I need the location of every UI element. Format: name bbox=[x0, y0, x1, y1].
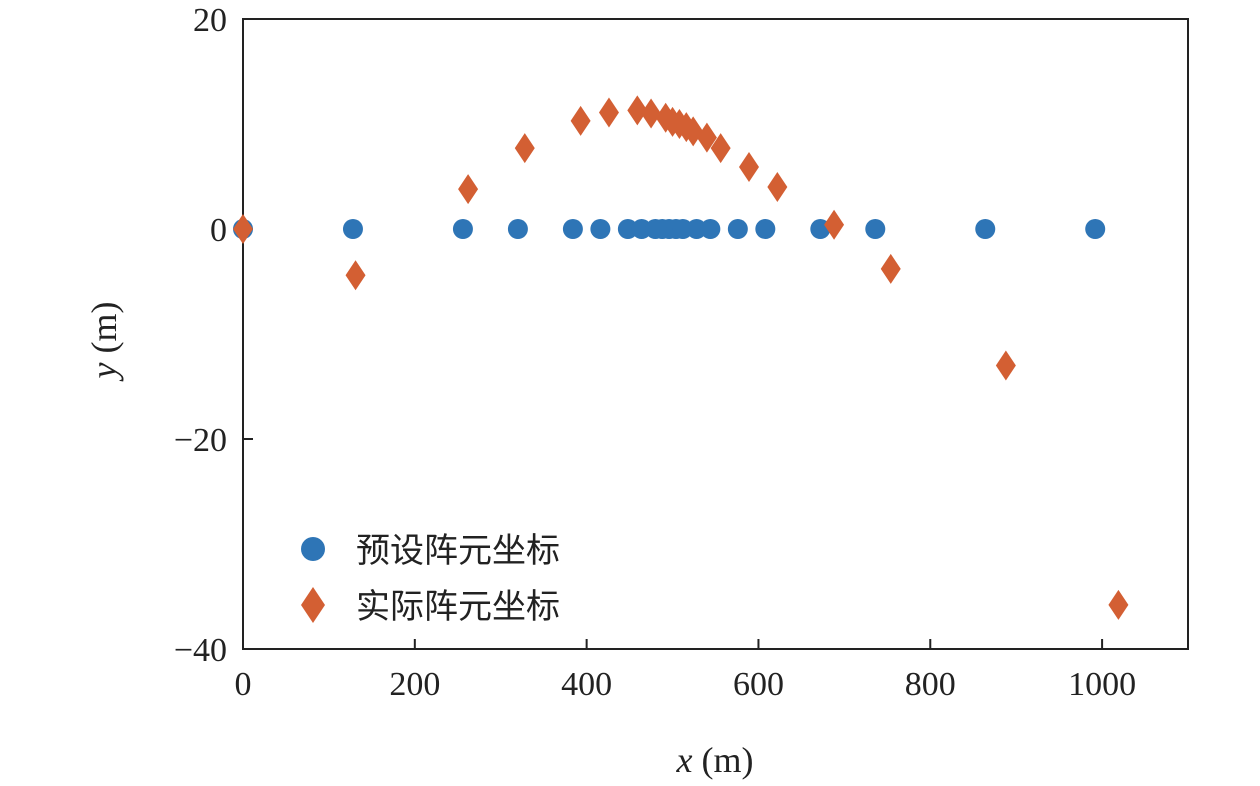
preset-point bbox=[865, 219, 886, 239]
legend: 预设阵元坐标 实际阵元坐标 bbox=[301, 531, 560, 627]
x-axis-ticks: 0 200 400 600 800 1000 bbox=[235, 639, 1136, 703]
series-0 bbox=[233, 219, 1106, 239]
actual-point bbox=[767, 172, 788, 202]
actual-point bbox=[641, 98, 662, 129]
y-axis-unit: (m) bbox=[84, 302, 124, 363]
actual-point bbox=[1108, 589, 1129, 620]
actual-point bbox=[710, 133, 731, 164]
x-tick-label: 400 bbox=[561, 666, 612, 703]
y-tick-label: −20 bbox=[174, 422, 227, 459]
x-tick-label: 200 bbox=[389, 666, 440, 703]
series-1 bbox=[233, 95, 1129, 620]
preset-point bbox=[1085, 219, 1106, 239]
y-axis-ticks: 20 0 −20 −40 bbox=[174, 2, 253, 669]
actual-point bbox=[514, 133, 535, 164]
actual-point bbox=[598, 97, 619, 128]
preset-point bbox=[617, 219, 638, 239]
x-tick-label: 0 bbox=[235, 666, 252, 703]
data-series bbox=[233, 95, 1129, 620]
preset-point bbox=[700, 219, 721, 239]
preset-point bbox=[727, 219, 748, 239]
actual-point bbox=[880, 253, 901, 284]
preset-point bbox=[562, 219, 583, 239]
legend-label-preset: 预设阵元坐标 bbox=[356, 531, 560, 571]
preset-point bbox=[452, 219, 473, 239]
y-axis-variable: y bbox=[84, 362, 124, 381]
legend-label-actual: 实际阵元坐标 bbox=[356, 587, 560, 627]
actual-point bbox=[345, 260, 366, 291]
y-tick-label: 0 bbox=[210, 212, 227, 249]
preset-point bbox=[975, 219, 996, 239]
preset-point bbox=[672, 219, 693, 239]
x-tick-label: 1000 bbox=[1068, 666, 1136, 703]
plot-frame bbox=[242, 18, 1189, 650]
legend-marker-actual bbox=[301, 587, 325, 623]
preset-point bbox=[590, 219, 611, 239]
y-tick-label: −40 bbox=[174, 632, 227, 669]
x-axis-label: x (m) bbox=[676, 740, 754, 780]
y-tick-label: 20 bbox=[193, 2, 227, 39]
actual-point bbox=[696, 122, 717, 153]
x-tick-label: 800 bbox=[905, 666, 956, 703]
x-axis-unit: (m) bbox=[693, 740, 754, 780]
preset-point bbox=[755, 219, 776, 239]
y-axis-label: y (m) bbox=[84, 302, 124, 382]
actual-point bbox=[570, 105, 591, 136]
preset-point bbox=[686, 219, 707, 239]
preset-point bbox=[507, 219, 528, 239]
actual-point bbox=[739, 152, 760, 183]
legend-marker-preset bbox=[301, 537, 325, 561]
x-tick-label: 600 bbox=[733, 666, 784, 703]
actual-point bbox=[995, 350, 1016, 381]
actual-point bbox=[233, 214, 253, 244]
actual-point bbox=[458, 174, 479, 205]
x-axis-variable: x bbox=[676, 740, 693, 780]
preset-point bbox=[631, 219, 652, 239]
preset-point bbox=[342, 219, 363, 239]
actual-point bbox=[824, 209, 845, 240]
actual-point bbox=[627, 95, 648, 126]
